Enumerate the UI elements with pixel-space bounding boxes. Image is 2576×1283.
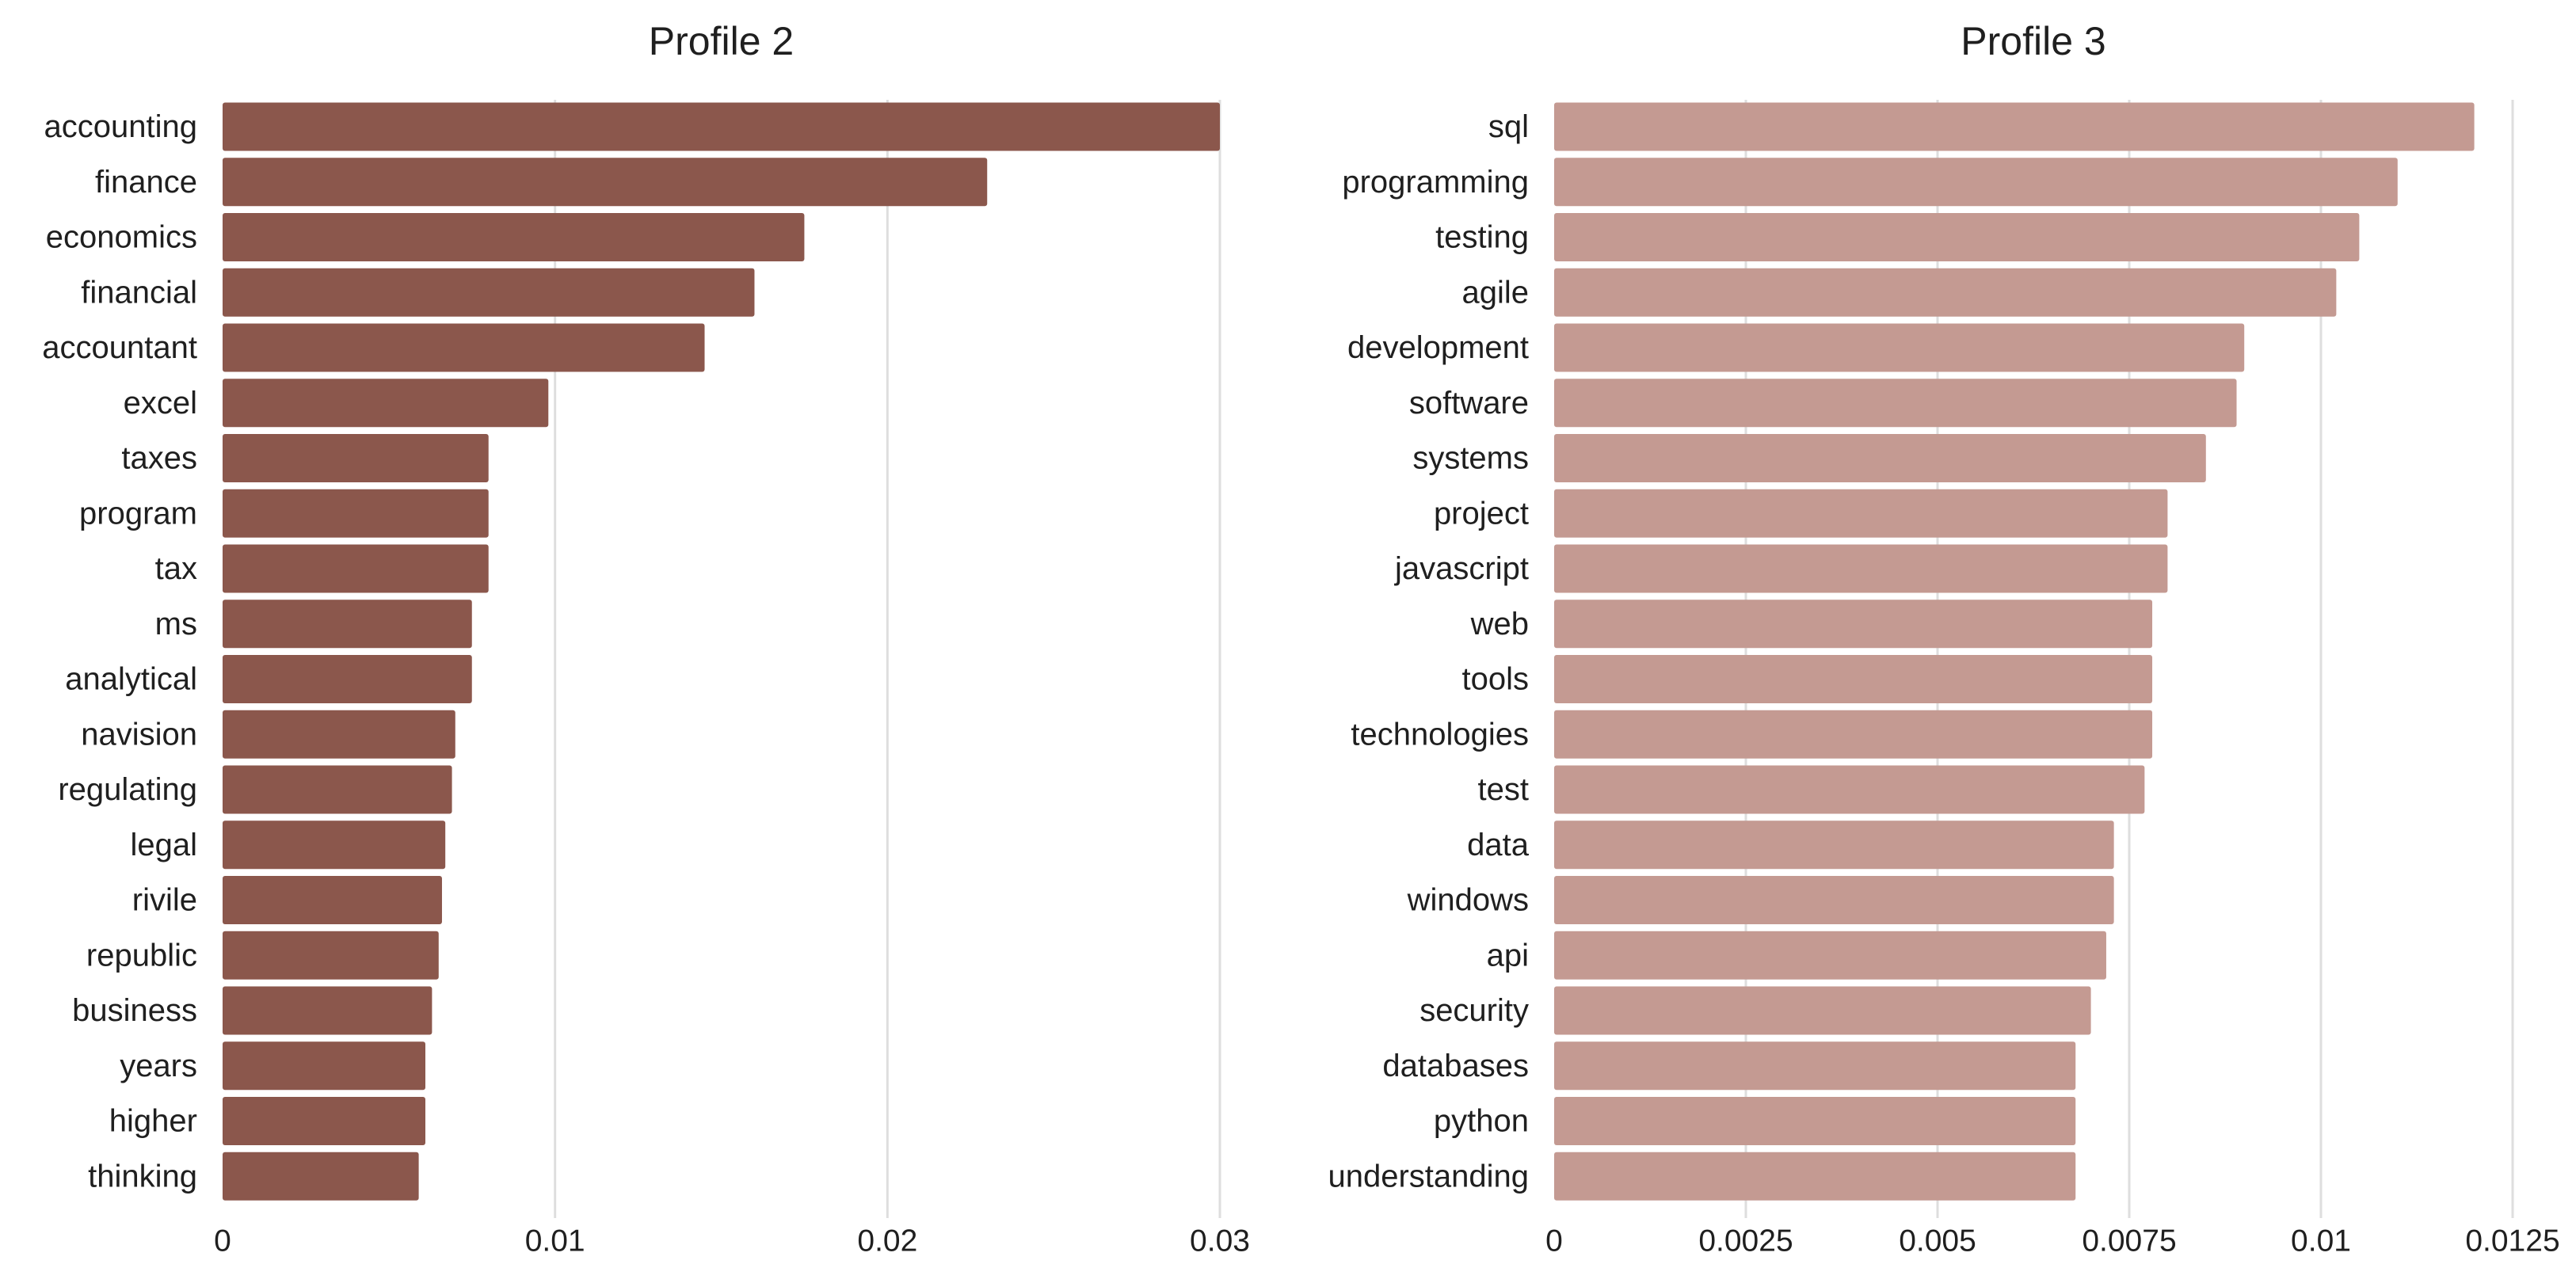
bar-economics <box>223 213 805 261</box>
x-tick-label: 0.01 <box>2291 1224 2351 1258</box>
x-tick-label: 0.005 <box>1899 1224 1976 1258</box>
bar-navision <box>223 710 455 759</box>
bar-technologies <box>1554 710 2153 759</box>
category-label: years <box>120 1049 197 1083</box>
bar-understanding <box>1554 1152 2076 1201</box>
bar-python <box>1554 1097 2076 1145</box>
category-label: api <box>1487 938 1529 973</box>
x-tick-label: 0 <box>1545 1224 1563 1258</box>
category-label: economics <box>46 220 197 255</box>
category-label: project <box>1434 496 1529 531</box>
category-label: development <box>1347 330 1529 365</box>
category-label: agile <box>1461 275 1529 310</box>
category-label: higher <box>109 1104 197 1139</box>
x-tick-label: 0 <box>214 1224 231 1258</box>
category-label: tax <box>155 551 197 586</box>
category-label: testing <box>1435 220 1529 255</box>
category-label: excel <box>124 386 197 421</box>
bar-databases <box>1554 1041 2076 1091</box>
bar-ms <box>223 600 472 649</box>
bar-program <box>223 489 489 538</box>
category-label: finance <box>95 165 197 200</box>
x-tick-label: 0.0075 <box>2082 1224 2176 1258</box>
category-label: accounting <box>44 109 197 144</box>
category-label: software <box>1409 386 1529 421</box>
chart-panel-1: Profile 2 accounting finance economics finan… <box>42 19 1250 1258</box>
category-label: data <box>1467 828 1530 862</box>
bar-javascript <box>1554 544 2168 593</box>
bar-testing <box>1554 213 2360 261</box>
bar-analytical <box>223 655 472 703</box>
category-label: programming <box>1342 165 1529 200</box>
category-label: business <box>72 993 197 1028</box>
category-label: rivile <box>132 883 197 918</box>
category-label: sql <box>1488 109 1529 144</box>
category-label: systems <box>1412 441 1529 476</box>
bar-agile <box>1554 268 2337 317</box>
x-tick-label: 0.0025 <box>1698 1224 1793 1258</box>
chart-title: Profile 2 <box>649 19 794 63</box>
bar-api <box>1554 931 2106 980</box>
bar-sql <box>1554 102 2475 151</box>
chart-panel-2: Profile 3 sql programming testing agile devel… <box>1328 19 2559 1258</box>
bar-web <box>1554 600 2153 649</box>
x-tick-label: 0.0125 <box>2465 1224 2559 1258</box>
bar-years <box>223 1041 425 1091</box>
bar-finance <box>223 158 988 207</box>
bar-data <box>1554 820 2114 870</box>
category-label: navision <box>81 717 197 752</box>
category-label: web <box>1470 607 1529 642</box>
bar-test <box>1554 765 2145 814</box>
category-label: accountant <box>42 330 197 365</box>
bar-republic <box>223 931 439 980</box>
chart-title: Profile 3 <box>1961 19 2105 63</box>
bar-windows <box>1554 876 2114 924</box>
bar-regulating <box>223 765 452 814</box>
bar-software <box>1554 379 2237 428</box>
bar-higher <box>223 1097 425 1145</box>
category-label: databases <box>1382 1049 1529 1083</box>
bar-accountant <box>223 323 705 372</box>
category-label: analytical <box>65 662 197 697</box>
category-label: taxes <box>121 441 197 476</box>
category-label: thinking <box>88 1159 197 1194</box>
category-label: tools <box>1462 662 1530 697</box>
x-tick-label: 0.02 <box>857 1224 917 1258</box>
category-label: windows <box>1407 883 1529 918</box>
bar-financial <box>223 268 755 317</box>
bar-tools <box>1554 655 2153 703</box>
category-label: test <box>1478 772 1529 807</box>
x-tick-label: 0.03 <box>1190 1224 1250 1258</box>
bar-tax <box>223 544 489 593</box>
bar-programming <box>1554 158 2398 207</box>
x-tick-label: 0.01 <box>525 1224 585 1258</box>
bar-systems <box>1554 434 2206 482</box>
category-label: understanding <box>1328 1159 1529 1194</box>
bar-development <box>1554 323 2245 372</box>
bar-legal <box>223 820 446 870</box>
category-label: legal <box>130 828 197 862</box>
category-label: security <box>1419 993 1529 1028</box>
category-label: ms <box>155 607 197 642</box>
bar-project <box>1554 489 2168 538</box>
bar-taxes <box>223 434 489 482</box>
category-label: regulating <box>58 772 197 807</box>
bar-thinking <box>223 1152 419 1201</box>
category-label: financial <box>81 275 197 310</box>
category-label: javascript <box>1394 551 1529 586</box>
bar-security <box>1554 986 2091 1035</box>
bar-rivile <box>223 876 442 924</box>
bar-business <box>223 986 433 1035</box>
bar-excel <box>223 379 549 428</box>
bar-accounting <box>223 102 1220 151</box>
category-label: technologies <box>1351 717 1529 752</box>
category-label: republic <box>86 938 197 973</box>
category-label: program <box>79 496 197 531</box>
category-label: python <box>1434 1104 1529 1139</box>
